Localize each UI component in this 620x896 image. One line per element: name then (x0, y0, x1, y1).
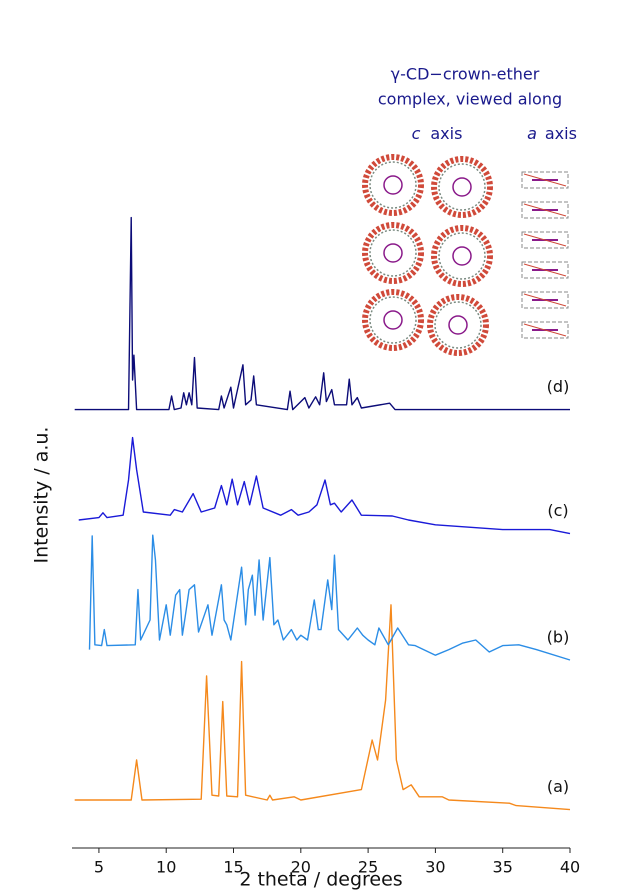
annotation-line: γ-CD−crown-ether (391, 65, 540, 84)
chart: γ-CD−crown-ether complex, viewed along c… (0, 0, 620, 896)
x-tick-label: 10 (156, 858, 176, 877)
series-label: (c) (547, 501, 568, 520)
x-tick-label: 40 (560, 858, 580, 877)
x-tick-label: 30 (425, 858, 445, 877)
x-tick-label: 20 (291, 858, 311, 877)
series-label: (a) (547, 777, 569, 796)
axis-letter: c (412, 124, 421, 143)
axis-letter: a (527, 124, 537, 143)
y-axis-label: Intensity / a.u. (31, 427, 53, 564)
annotation-line: complex, viewed along (378, 90, 562, 109)
axis-word: axis (430, 124, 462, 143)
series-label: (b) (547, 628, 570, 647)
series-label: (d) (547, 377, 570, 396)
x-tick-label: 15 (223, 858, 243, 877)
x-tick-label: 5 (94, 858, 104, 877)
x-tick-label: 35 (493, 858, 513, 877)
axis-word: axis (545, 124, 577, 143)
x-tick-label: 25 (358, 858, 378, 877)
